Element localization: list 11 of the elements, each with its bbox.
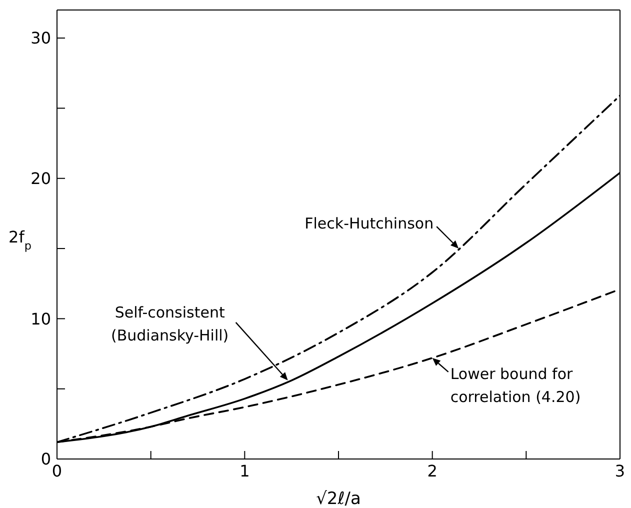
y-tick-label: 20 bbox=[30, 169, 51, 188]
annotation: Lower bound for correlation (4.20) bbox=[450, 364, 581, 406]
y-tick-label: 10 bbox=[30, 309, 51, 328]
annotation: Fleck-Hutchinson bbox=[304, 214, 434, 233]
y-tick-label: 30 bbox=[30, 28, 51, 48]
x-tick-label: 1 bbox=[240, 461, 250, 480]
y-axis-title: 2f$_{p}$ bbox=[8, 228, 32, 252]
x-tick-label: 3 bbox=[614, 461, 626, 480]
x-tick-label: 2 bbox=[427, 461, 438, 480]
x-axis-title: √2ℓ/a bbox=[316, 489, 361, 508]
annotation: Self-consistent (Budiansky-Hill) bbox=[110, 303, 229, 344]
